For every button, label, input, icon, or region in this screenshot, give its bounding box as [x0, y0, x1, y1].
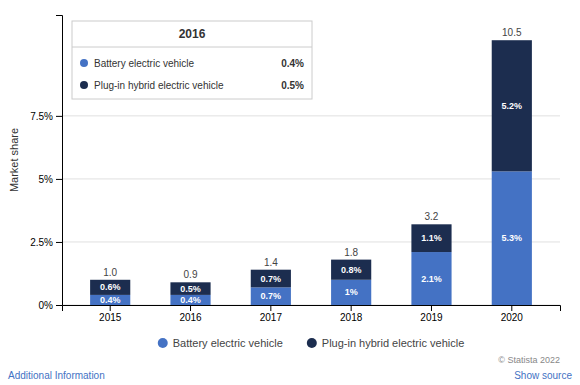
- tick: 5%: [39, 174, 62, 185]
- axis-domain: [63, 306, 561, 312]
- tick-label: 2017: [260, 312, 283, 323]
- tooltip-label: Battery electric vehicle: [94, 58, 194, 69]
- tick-mark: [190, 305, 191, 311]
- tick: 7.5%: [30, 111, 62, 122]
- tick-mark: [110, 305, 111, 311]
- data-label: 1.1%: [421, 233, 442, 243]
- legend-item: Battery electric vehicle: [158, 337, 283, 349]
- total-label: 1.8: [344, 247, 358, 258]
- x-axis: 2015 2016 2017 2018 2019 2020: [63, 305, 561, 323]
- tick-label: 7.5%: [30, 111, 53, 122]
- series: [90, 171, 532, 305]
- legend-item: Plug-in hybrid electric vehicle: [307, 337, 464, 349]
- total-label: 3.2: [425, 211, 439, 222]
- tick-mark: [431, 305, 432, 311]
- data-label: 0.6%: [100, 282, 121, 292]
- data-label: 1%: [345, 287, 358, 297]
- tick-mark: [351, 305, 352, 311]
- tick-mark: [56, 116, 62, 117]
- data-label: 0.8%: [341, 265, 362, 275]
- legend-marker: [158, 338, 168, 348]
- tick-label: 2019: [420, 312, 443, 323]
- tick-mark: [56, 305, 62, 306]
- tick: 2018: [340, 305, 363, 323]
- total-label: 1.0: [103, 267, 117, 278]
- tooltip-marker: [80, 59, 88, 67]
- data-label: 0.5%: [180, 284, 201, 294]
- tooltip-divider: [72, 47, 312, 48]
- chart: 0% 2.5% 5% 7.5% 2015 2016 2017 2018 2019 2020 Mark…: [0, 0, 580, 385]
- tick: 2017: [260, 305, 283, 323]
- bar: [331, 280, 371, 305]
- grid-line: [62, 178, 560, 179]
- tooltip-value: 0.5%: [281, 80, 304, 91]
- tick-label: 0%: [39, 300, 54, 311]
- bar: [170, 282, 210, 295]
- tick-mark: [270, 305, 271, 311]
- tick-label: 2020: [501, 312, 524, 323]
- tick-label: 2018: [340, 312, 363, 323]
- footer-link: Additional Information: [8, 370, 105, 381]
- data-label: 0.7%: [261, 274, 282, 284]
- bar: [90, 280, 130, 295]
- total-label: 10.5: [502, 27, 522, 38]
- tick-label: 5%: [39, 174, 54, 185]
- tick: 2020: [501, 305, 524, 323]
- data-label: 0.7%: [261, 291, 282, 301]
- tick: 0%: [39, 300, 62, 311]
- bar: [411, 252, 451, 305]
- tooltip-marker: [80, 81, 88, 89]
- legend: Battery electric vehicle Plug-in hybrid e…: [158, 337, 465, 349]
- tooltip: 2016 Battery electric vehicle 0.4% Plug-in …: [72, 21, 312, 99]
- tick: 2.5%: [30, 237, 62, 248]
- bar: [90, 295, 130, 305]
- data-label: 0.4%: [180, 295, 201, 305]
- legend-label: Battery electric vehicle: [173, 337, 283, 349]
- axis-domain: [56, 16, 63, 306]
- tick-mark: [511, 305, 512, 311]
- tick-label: 2.5%: [30, 237, 53, 248]
- bar: [251, 287, 291, 305]
- tick: 2016: [179, 305, 202, 323]
- grid-line: [62, 241, 560, 242]
- tick-mark: [56, 242, 62, 243]
- grid-line: [62, 115, 560, 116]
- bar: [170, 295, 210, 305]
- tooltip-label: Plug-in hybrid electric vehicle: [94, 80, 224, 91]
- bar: [251, 270, 291, 288]
- tick-label: 2016: [179, 312, 202, 323]
- legend-marker: [307, 338, 317, 348]
- tick-mark: [56, 179, 62, 180]
- data-label: 2.1%: [421, 274, 442, 284]
- tooltip-value: 0.4%: [281, 58, 304, 69]
- bar: [492, 171, 532, 305]
- data-label: 5.3%: [502, 233, 523, 243]
- bar: [411, 224, 451, 252]
- tick: 2015: [99, 305, 122, 323]
- legend-label: Plug-in hybrid electric vehicle: [322, 337, 464, 349]
- tick-label: 2015: [99, 312, 122, 323]
- y-axis-title: Market share: [8, 128, 20, 192]
- total-label: 1.4: [264, 257, 278, 268]
- data-label: 5.2%: [502, 101, 523, 111]
- tooltip-box: [72, 21, 312, 99]
- footer-link: Show source: [514, 370, 572, 381]
- copyright: © Statista 2022: [498, 355, 560, 365]
- grid: [62, 116, 560, 305]
- plot-area: 0% 2.5% 5% 7.5% 2015 2016 2017 2018 2019 2020 Mark…: [8, 16, 561, 324]
- bar: [331, 260, 371, 280]
- data-label: 0.4%: [100, 295, 121, 305]
- total-label: 0.9: [184, 269, 198, 280]
- bar: [492, 40, 532, 171]
- tooltip-title: 2016: [179, 27, 206, 41]
- y-axis: 0% 2.5% 5% 7.5%: [30, 16, 62, 311]
- tick: 2019: [420, 305, 443, 323]
